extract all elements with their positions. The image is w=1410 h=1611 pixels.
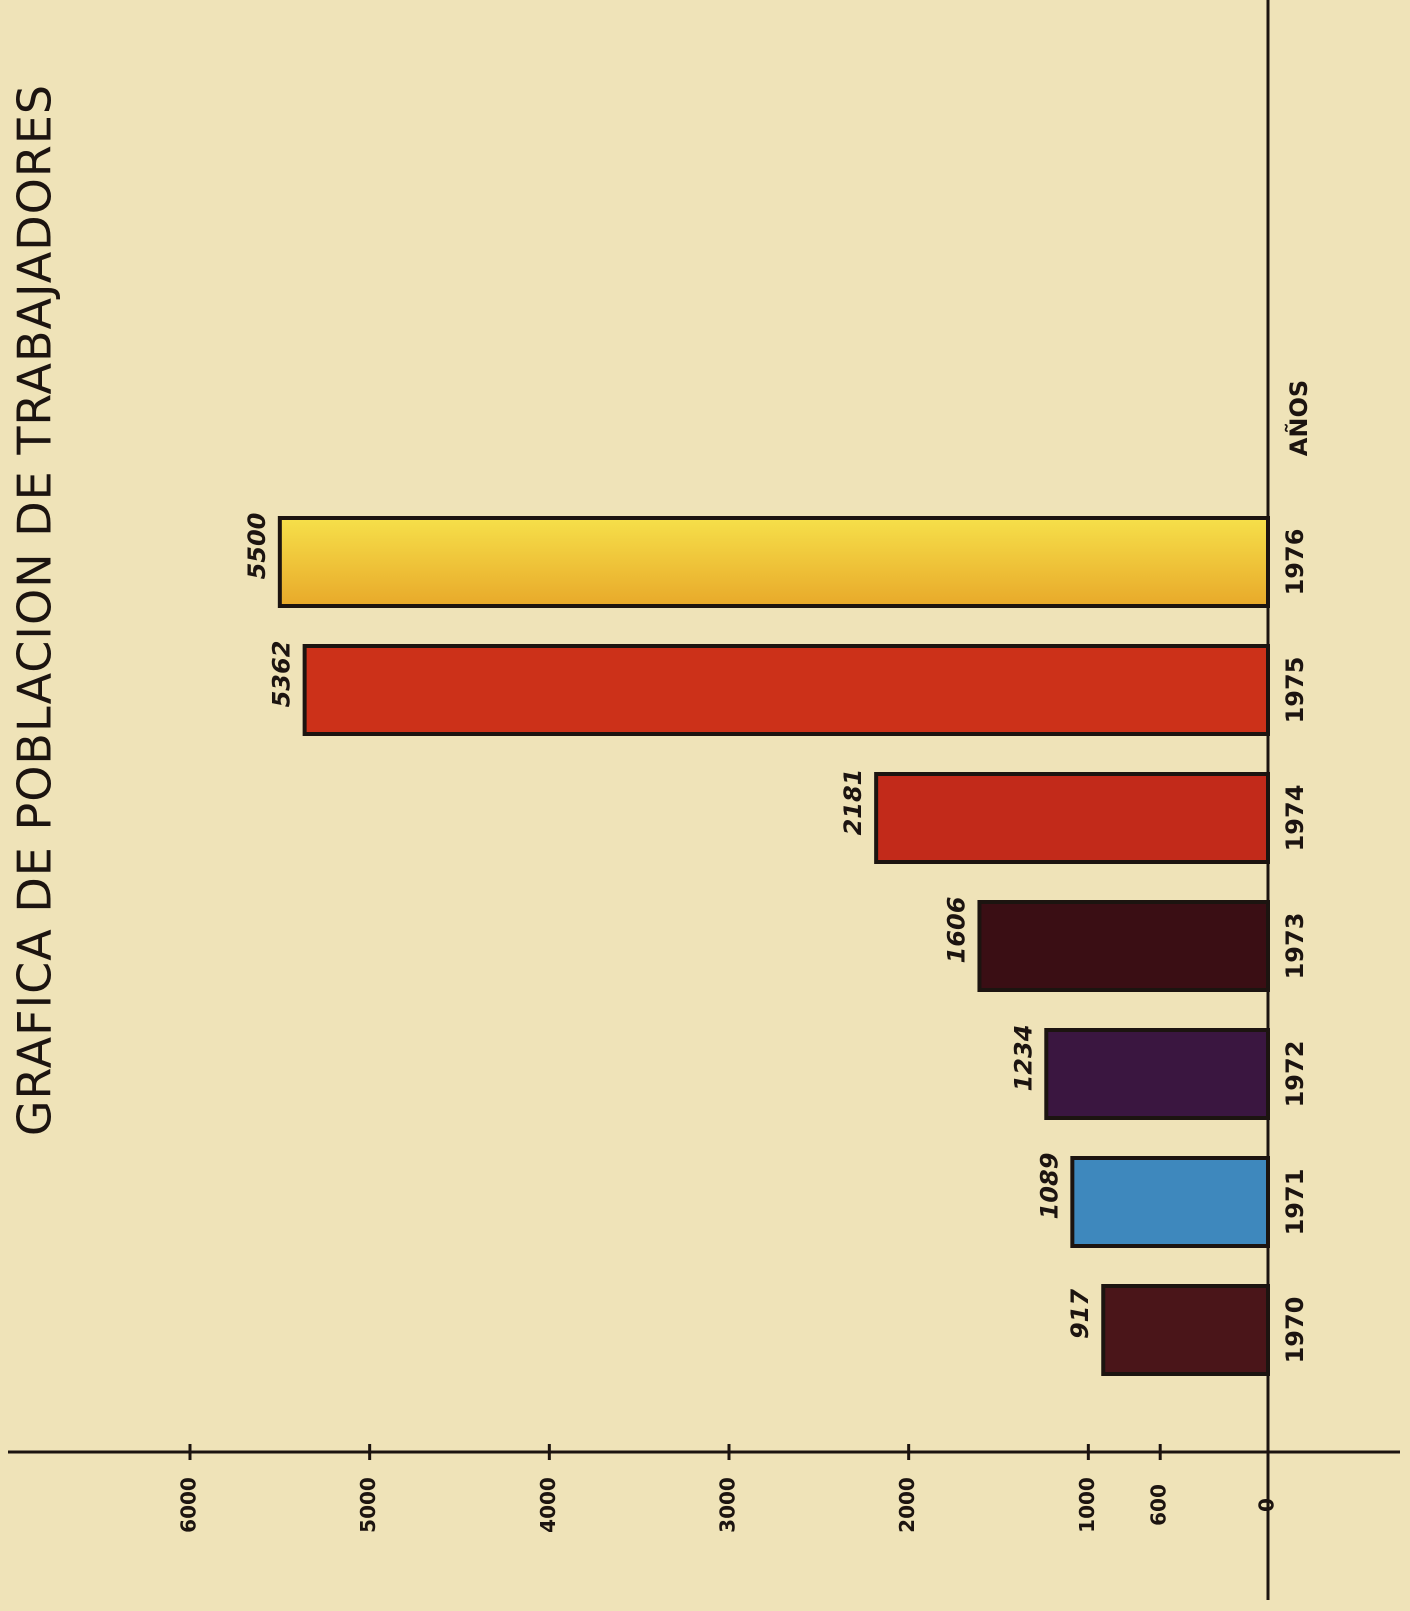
y-tick-label: 3000 bbox=[716, 1477, 740, 1533]
bar bbox=[277, 516, 1271, 608]
bar bbox=[977, 900, 1270, 992]
y-tick-label: 600 bbox=[1147, 1484, 1171, 1526]
chart-title: GRAFICA DE POBLACION DE TRABAJADORES bbox=[8, 84, 62, 1136]
x-tick-label: 1976 bbox=[1281, 529, 1309, 596]
x-tick-label: 1975 bbox=[1281, 657, 1309, 724]
value-label: 5500 bbox=[243, 513, 271, 580]
bar bbox=[1101, 1284, 1271, 1376]
x-tick-label: 1973 bbox=[1281, 913, 1309, 980]
value-label: 5362 bbox=[268, 641, 296, 708]
x-tick-label: 1971 bbox=[1281, 1169, 1309, 1236]
value-label: 2181 bbox=[839, 769, 867, 836]
y-tick-label: 4000 bbox=[536, 1477, 560, 1533]
bar bbox=[874, 772, 1270, 864]
x-tick-label: 1972 bbox=[1281, 1041, 1309, 1108]
y-tick-label: 0 bbox=[1255, 1498, 1279, 1512]
y-tick-label: 2000 bbox=[895, 1477, 919, 1533]
value-label: 1606 bbox=[942, 897, 970, 964]
x-tick-label: 1970 bbox=[1281, 1297, 1309, 1364]
y-tick-label: 5000 bbox=[356, 1477, 380, 1533]
y-tick-label: 6000 bbox=[177, 1477, 201, 1533]
value-label: 1089 bbox=[1035, 1153, 1063, 1220]
axis-label: AÑOS bbox=[1284, 380, 1313, 456]
bar bbox=[302, 644, 1270, 736]
x-tick-label: 1974 bbox=[1281, 785, 1309, 852]
bar bbox=[1044, 1028, 1271, 1120]
value-label: 917 bbox=[1066, 1289, 1094, 1339]
bar bbox=[1070, 1156, 1271, 1248]
y-tick-label: 1000 bbox=[1075, 1477, 1099, 1533]
value-label: 1234 bbox=[1009, 1025, 1037, 1092]
